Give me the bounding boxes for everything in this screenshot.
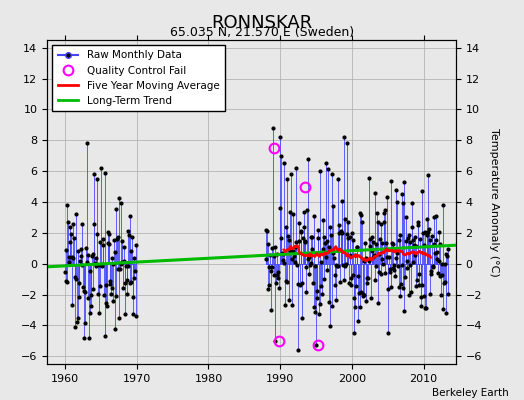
Text: RONNSKAR: RONNSKAR (211, 14, 313, 32)
Text: Berkeley Earth: Berkeley Earth (432, 388, 508, 398)
Text: 65.035 N, 21.570 E (Sweden): 65.035 N, 21.570 E (Sweden) (170, 26, 354, 39)
Legend: Raw Monthly Data, Quality Control Fail, Five Year Moving Average, Long-Term Tren: Raw Monthly Data, Quality Control Fail, … (52, 45, 225, 111)
Y-axis label: Temperature Anomaly (°C): Temperature Anomaly (°C) (489, 128, 499, 276)
